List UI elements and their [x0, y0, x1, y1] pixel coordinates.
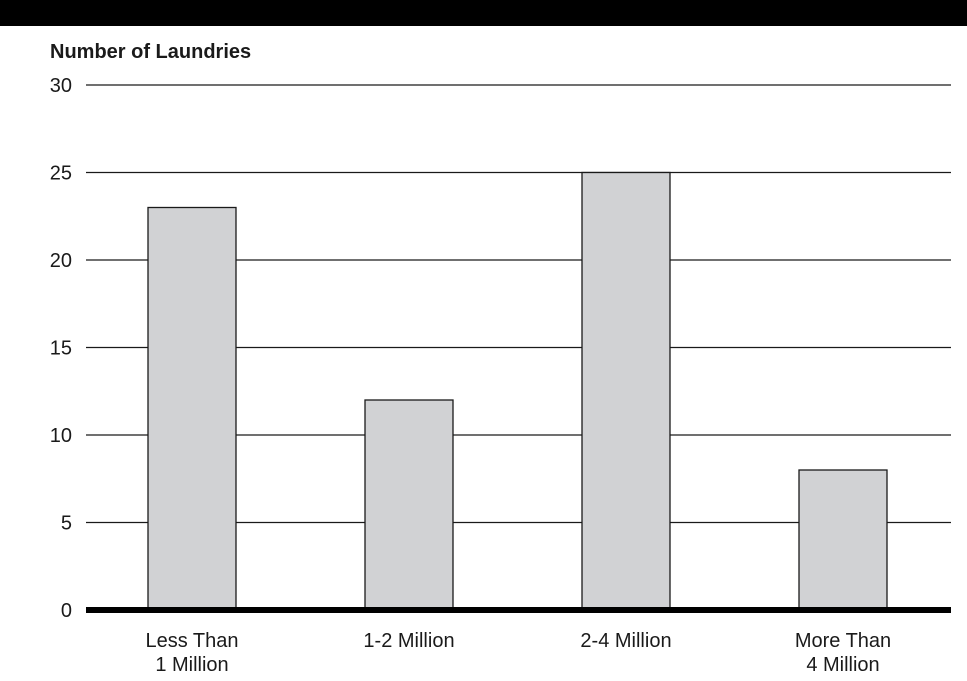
y-tick-label: 30	[50, 75, 72, 97]
y-tick-label: 5	[61, 513, 72, 535]
bar	[364, 399, 454, 611]
bar	[581, 171, 671, 611]
y-tick-label: 20	[50, 250, 72, 272]
y-tick-label: 0	[61, 600, 72, 622]
y-tick-label: 25	[50, 163, 72, 185]
bar	[798, 469, 888, 611]
x-category-label: 1-2 Million	[363, 630, 454, 652]
x-category-label: Less Than 1 Million	[145, 630, 238, 676]
y-tick-label: 15	[50, 338, 72, 360]
x-category-labels: Less Than 1 Million 1-2 Million 2-4 Million…	[145, 630, 891, 676]
bars	[147, 171, 888, 611]
y-tick-label: 10	[50, 425, 72, 447]
y-tick-labels: 0 5 10 15 20 25 30	[50, 75, 72, 622]
y-axis-title: Number of Laundries	[50, 41, 251, 63]
top-band	[0, 0, 967, 26]
bar	[147, 206, 237, 611]
x-category-label: 2-4 Million	[580, 630, 671, 652]
x-category-label: More Than 4 Million	[795, 630, 891, 676]
